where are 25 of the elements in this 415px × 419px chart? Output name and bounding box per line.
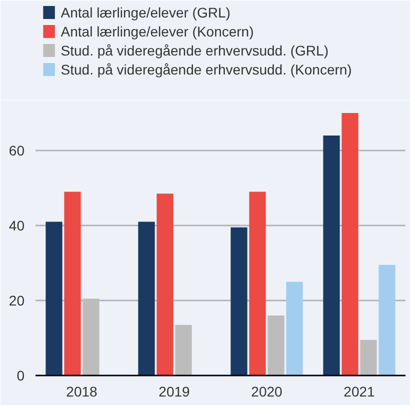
bar xyxy=(175,324,192,376)
bar xyxy=(230,227,248,376)
y-tick-label: 0 xyxy=(16,368,25,384)
legend-label: Antal lærlinge/elever (Koncern) xyxy=(60,24,254,40)
legend-label: Stud. på videregående erhvervsudd. (GRL) xyxy=(60,42,328,58)
bar xyxy=(138,222,155,376)
bar xyxy=(156,194,174,376)
bar xyxy=(286,282,303,376)
legend-label: Stud. på videregående erhvervsudd. (Koncern) xyxy=(60,62,352,78)
bar xyxy=(249,192,266,376)
x-tick-label: 2021 xyxy=(344,384,376,400)
bar xyxy=(360,340,377,376)
y-tick-label: 60 xyxy=(8,142,25,158)
x-tick-label: 2020 xyxy=(251,384,283,400)
y-tick-label: 40 xyxy=(8,218,25,234)
y-tick-label: 20 xyxy=(8,292,25,308)
bar xyxy=(46,222,62,376)
legend-label: Antal lærlinge/elever (GRL) xyxy=(60,4,230,20)
bar xyxy=(378,264,396,376)
bar xyxy=(323,136,340,376)
bar xyxy=(342,113,358,376)
bar xyxy=(64,192,81,376)
bar xyxy=(268,316,284,376)
x-tick-label: 2018 xyxy=(66,384,98,400)
x-tick-label: 2019 xyxy=(158,384,190,400)
